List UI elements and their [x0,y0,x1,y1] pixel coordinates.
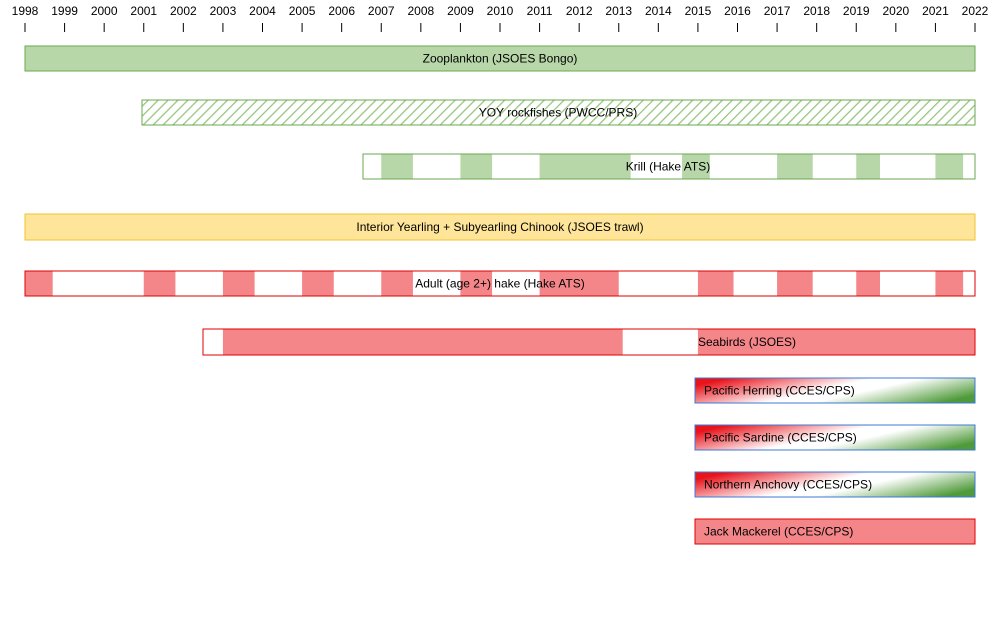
year-axis: 1998 1999 2000 2001 2002 2003 2004 2005 2006 2007… [12,4,989,32]
bar-label: Jack Mackerel (CCES/CPS) [704,525,853,539]
timeline-row: Krill (Hake ATS) [362,153,976,180]
coverage-segment [777,271,813,296]
bar-label: Zooplankton (JSOES Bongo) [423,52,578,66]
coverage-segment [856,154,880,179]
coverage-segment [460,154,493,179]
bar-label: Pacific Herring (CCES/CPS) [704,384,855,398]
bar-outline [362,153,976,180]
year-tick-label: 2011 [527,4,553,18]
year-tick-label: 2004 [249,4,276,18]
bar-label: Northern Anchovy (CCES/CPS) [704,478,872,492]
coverage-segment [222,329,623,355]
year-tick-label: 2006 [328,4,355,18]
bar-label: YOY rockfishes (PWCC/PRS) [479,106,637,120]
timeline-row: Pacific Sardine (CCES/CPS) [694,424,976,451]
year-tick-label: 2007 [368,4,395,18]
coverage-segment [935,154,964,179]
bar-outline [24,270,976,297]
bar-label: Seabirds (JSOES) [698,335,796,349]
timeline-row: YOY rockfishes (PWCC/PRS) [141,99,976,126]
coverage-segment [777,154,813,179]
year-tick-label: 2014 [645,4,672,18]
year-tick-label: 2012 [566,4,593,18]
coverage-segment [539,154,631,179]
bar [24,45,976,72]
bar-background [25,271,975,296]
coverage-segment [25,271,53,296]
year-tick-label: 2022 [962,4,989,18]
bar-label: Krill (Hake ATS) [626,160,710,174]
timeline-row: Adult (age 2+) hake (Hake ATS) [24,270,976,297]
year-tick-label: 2021 [922,4,949,18]
bar-label: Adult (age 2+) hake (Hake ATS) [415,277,585,291]
coverage-segment [539,271,619,296]
bar-hatched [141,99,976,126]
year-tick-label: 2003 [210,4,237,18]
year-tick-label: 2013 [605,4,632,18]
timeline-row: Zooplankton (JSOES Bongo) [24,45,976,72]
year-tick-label: 2005 [289,4,316,18]
coverage-segment [460,271,493,296]
year-tick-label: 2020 [882,4,909,18]
year-tick-label: 2009 [447,4,474,18]
bar [694,518,976,545]
timeline-row: Jack Mackerel (CCES/CPS) [694,518,976,545]
year-tick-label: 2016 [724,4,751,18]
coverage-segment [697,271,734,296]
year-tick-label: 2018 [803,4,830,18]
year-tick-label: 2019 [843,4,870,18]
bar-label: Interior Yearling + Subyearling Chinook … [356,220,643,234]
timeline-row: Interior Yearling + Subyearling Chinook … [24,213,976,241]
year-tick-label: 1998 [12,4,39,18]
year-tick-label: 2015 [685,4,712,18]
bar-label: Pacific Sardine (CCES/CPS) [704,431,857,445]
year-tick-label: 2010 [487,4,514,18]
bar-outline [202,328,976,356]
timeline-bars: Zooplankton (JSOES Bongo) YOY rockfishes … [24,45,976,545]
coverage-segment [697,329,975,355]
bar-gradient [694,424,976,451]
coverage-segment [935,271,964,296]
coverage-segment [856,271,880,296]
year-tick-label: 2001 [130,4,157,18]
timeline-row: Pacific Herring (CCES/CPS) [694,377,976,404]
coverage-segment [302,271,334,296]
timeline-row: Seabirds (JSOES) [202,328,976,356]
bar-gradient [694,377,976,404]
coverage-segment [222,271,255,296]
bar-gradient [694,471,976,498]
year-tick-label: 1999 [51,4,78,18]
year-tick-label: 2002 [170,4,197,18]
coverage-segment [143,271,176,296]
coverage-segment [381,154,413,179]
bar [24,213,976,241]
coverage-segment [682,154,710,179]
year-tick-label: 2000 [91,4,118,18]
coverage-segment [381,271,413,296]
timeline-row: Northern Anchovy (CCES/CPS) [694,471,976,498]
year-tick-label: 2008 [407,4,434,18]
year-tick-label: 2017 [764,4,791,18]
